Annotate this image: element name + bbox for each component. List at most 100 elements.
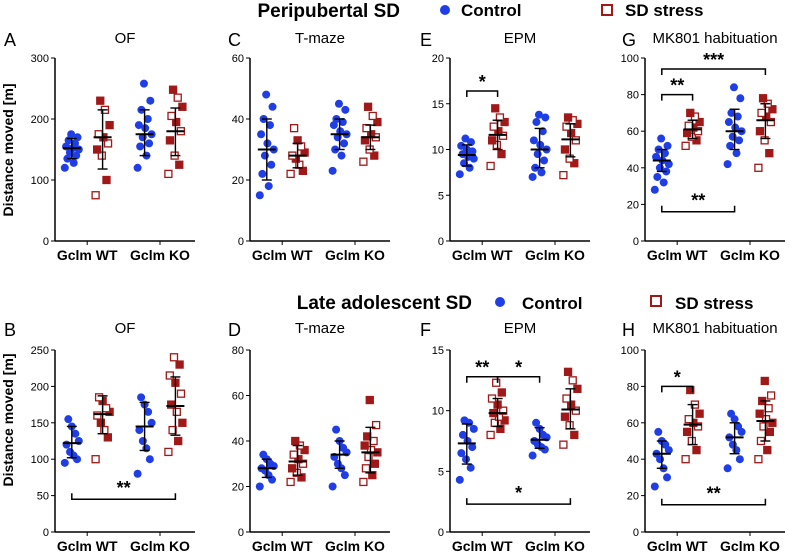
y-tick-label: 0 bbox=[43, 527, 49, 539]
control-point bbox=[337, 151, 346, 160]
significance-bracket bbox=[661, 205, 736, 213]
significance-bracket bbox=[661, 385, 694, 393]
control-point bbox=[334, 99, 343, 108]
category-label: Gclm KO bbox=[130, 247, 190, 263]
panel-G: G MK801 habituation 0 20 40 60 80 100 Gclm WT Gcl… bbox=[621, 30, 785, 263]
sd-stress-point bbox=[687, 436, 696, 446]
control-point bbox=[532, 118, 541, 127]
control-point bbox=[64, 415, 73, 424]
sd-stress-point bbox=[176, 389, 186, 398]
significance-label: * bbox=[674, 367, 681, 387]
sd-stress-point bbox=[96, 96, 105, 105]
y-tick-label: 100 bbox=[621, 53, 639, 65]
y-tick-label: 10 bbox=[432, 145, 444, 157]
significance-label: ** bbox=[117, 478, 131, 498]
panel-F-title: EPM bbox=[504, 320, 537, 337]
sd-stress-point bbox=[492, 378, 501, 387]
y-tick-label: 10 bbox=[432, 406, 444, 418]
control-point bbox=[265, 121, 274, 130]
control-point bbox=[259, 450, 268, 459]
y-tick-label: 80 bbox=[627, 90, 639, 102]
control-point bbox=[338, 118, 347, 127]
panel-E: E EPM 0 5 10 15 20 Gclm WT Gclm KO * bbox=[420, 30, 590, 263]
control-point bbox=[534, 110, 543, 119]
panel-D-letter: D bbox=[228, 320, 241, 340]
control-point bbox=[458, 430, 467, 439]
control-point bbox=[732, 149, 741, 158]
sd-stress-point bbox=[684, 121, 693, 130]
sd-stress-point bbox=[565, 154, 574, 163]
control-point bbox=[60, 458, 69, 467]
panel-D-title: T-maze bbox=[295, 320, 345, 337]
sd-stress-point bbox=[684, 415, 693, 424]
category-label: Gclm KO bbox=[525, 538, 585, 554]
sd-stress-point bbox=[167, 111, 176, 121]
control-point bbox=[135, 426, 144, 435]
control-point bbox=[67, 130, 76, 139]
sd-stress-point bbox=[755, 409, 764, 418]
sd-stress-point bbox=[683, 427, 692, 437]
category-label: Gclm WT bbox=[57, 538, 118, 554]
sd-stress-point bbox=[373, 117, 382, 127]
control-point bbox=[455, 475, 464, 484]
control-point bbox=[138, 437, 147, 445]
row2-legend-control-label: Control bbox=[522, 294, 582, 313]
control-point bbox=[333, 459, 342, 468]
category-label: Gclm KO bbox=[130, 538, 190, 554]
sd-stress-point bbox=[298, 459, 308, 468]
panel-B-title: OF bbox=[115, 320, 136, 337]
control-point bbox=[538, 127, 547, 136]
control-point bbox=[133, 163, 142, 172]
sd-stress-point bbox=[370, 459, 380, 468]
control-point bbox=[70, 139, 79, 148]
significance-bracket bbox=[466, 498, 572, 505]
sd-stress-point bbox=[164, 447, 173, 457]
panel-G-title: MK801 habituation bbox=[652, 30, 777, 47]
y-tick-label: 0 bbox=[43, 236, 49, 248]
control-point bbox=[73, 133, 82, 142]
panel-C-letter: C bbox=[228, 30, 241, 50]
control-point bbox=[537, 168, 546, 177]
sd-stress-point bbox=[757, 108, 766, 118]
y-tick-label: 15 bbox=[432, 345, 444, 357]
sd-stress-point bbox=[486, 430, 495, 440]
control-point bbox=[339, 443, 348, 452]
y-tick-label: 200 bbox=[31, 114, 49, 126]
sd-stress-point bbox=[486, 161, 495, 171]
control-point bbox=[657, 134, 666, 143]
sd-stress-point bbox=[286, 477, 295, 487]
sd-stress-point bbox=[559, 440, 568, 449]
control-point bbox=[145, 139, 154, 148]
significance-label: ** bbox=[707, 484, 721, 504]
y-tick-label: 20 bbox=[232, 482, 244, 494]
sd-stress-point bbox=[288, 464, 297, 473]
significance-label: *** bbox=[703, 50, 724, 70]
sd-stress-point bbox=[499, 406, 508, 415]
control-point bbox=[532, 418, 541, 427]
control-point bbox=[735, 136, 744, 145]
panel-C: C T-maze 0 20 40 60 Gclm WT Gclm KO bbox=[228, 30, 390, 263]
sd-stress-point bbox=[489, 122, 498, 131]
control-point bbox=[650, 185, 659, 194]
sd-stress-point bbox=[168, 425, 177, 435]
sd-stress-point bbox=[175, 360, 184, 369]
sd-stress-point bbox=[371, 420, 381, 430]
sd-stress-point bbox=[165, 136, 175, 145]
sd-stress-point bbox=[496, 424, 505, 434]
y-tick-label: 100 bbox=[31, 454, 49, 466]
sd-stress-point bbox=[94, 393, 104, 402]
sd-stress-point bbox=[562, 394, 571, 403]
control-point bbox=[136, 142, 145, 151]
y-tick-label: 40 bbox=[627, 454, 639, 466]
control-point bbox=[652, 152, 661, 161]
sd-stress-point bbox=[105, 120, 114, 130]
sd-stress-point bbox=[695, 409, 704, 418]
category-label: Gclm WT bbox=[647, 247, 708, 263]
control-point bbox=[146, 96, 155, 105]
control-point bbox=[659, 178, 668, 187]
sd-stress-point bbox=[292, 468, 301, 478]
control-point bbox=[137, 393, 146, 402]
row2-legend-sd-marker bbox=[650, 295, 662, 307]
